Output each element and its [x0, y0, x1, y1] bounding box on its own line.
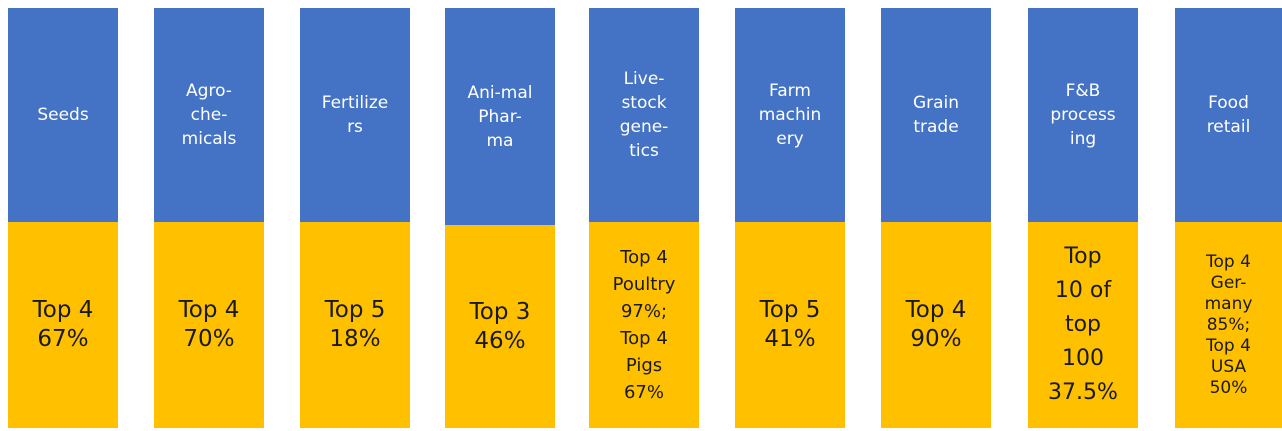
column: Seeds Top 4 67%	[8, 8, 118, 428]
column-label: Ani-mal Phar- ma	[445, 8, 555, 225]
column-label: Food retail	[1175, 8, 1282, 222]
column-value: Top 4 Poultry 97%; Top 4 Pigs 67%	[589, 222, 699, 428]
column-label: F&B process ing	[1028, 8, 1138, 222]
column-value: Top 5 41%	[735, 222, 845, 428]
column-value: Top 5 18%	[300, 222, 410, 428]
column-label: Farm machin ery	[735, 8, 845, 222]
column-value: Top 3 46%	[445, 225, 555, 428]
column-value: Top 10 of top 100 37.5%	[1028, 222, 1138, 428]
column-value: Top 4 67%	[8, 222, 118, 428]
column: Farm machin ery Top 5 41%	[735, 8, 845, 428]
column-label: Grain trade	[881, 8, 991, 222]
column: Live- stock gene- tics Top 4 Poultry 97%;…	[589, 8, 699, 428]
column: Grain trade Top 4 90%	[881, 8, 991, 428]
column-label: Fertilize rs	[300, 8, 410, 222]
column: Food retail Top 4 Ger- many 85%; Top 4 US…	[1175, 8, 1282, 428]
column-value: Top 4 90%	[881, 222, 991, 428]
column: Agro- che- micals Top 4 70%	[154, 8, 264, 428]
column: Fertilize rs Top 5 18%	[300, 8, 410, 428]
column-label: Agro- che- micals	[154, 8, 264, 222]
column-value: Top 4 Ger- many 85%; Top 4 USA 50%	[1175, 222, 1282, 428]
column-label: Live- stock gene- tics	[589, 8, 699, 222]
column: Ani-mal Phar- ma Top 3 46%	[445, 8, 555, 428]
column-value: Top 4 70%	[154, 222, 264, 428]
column-label: Seeds	[8, 8, 118, 222]
column: F&B process ing Top 10 of top 100 37.5%	[1028, 8, 1138, 428]
